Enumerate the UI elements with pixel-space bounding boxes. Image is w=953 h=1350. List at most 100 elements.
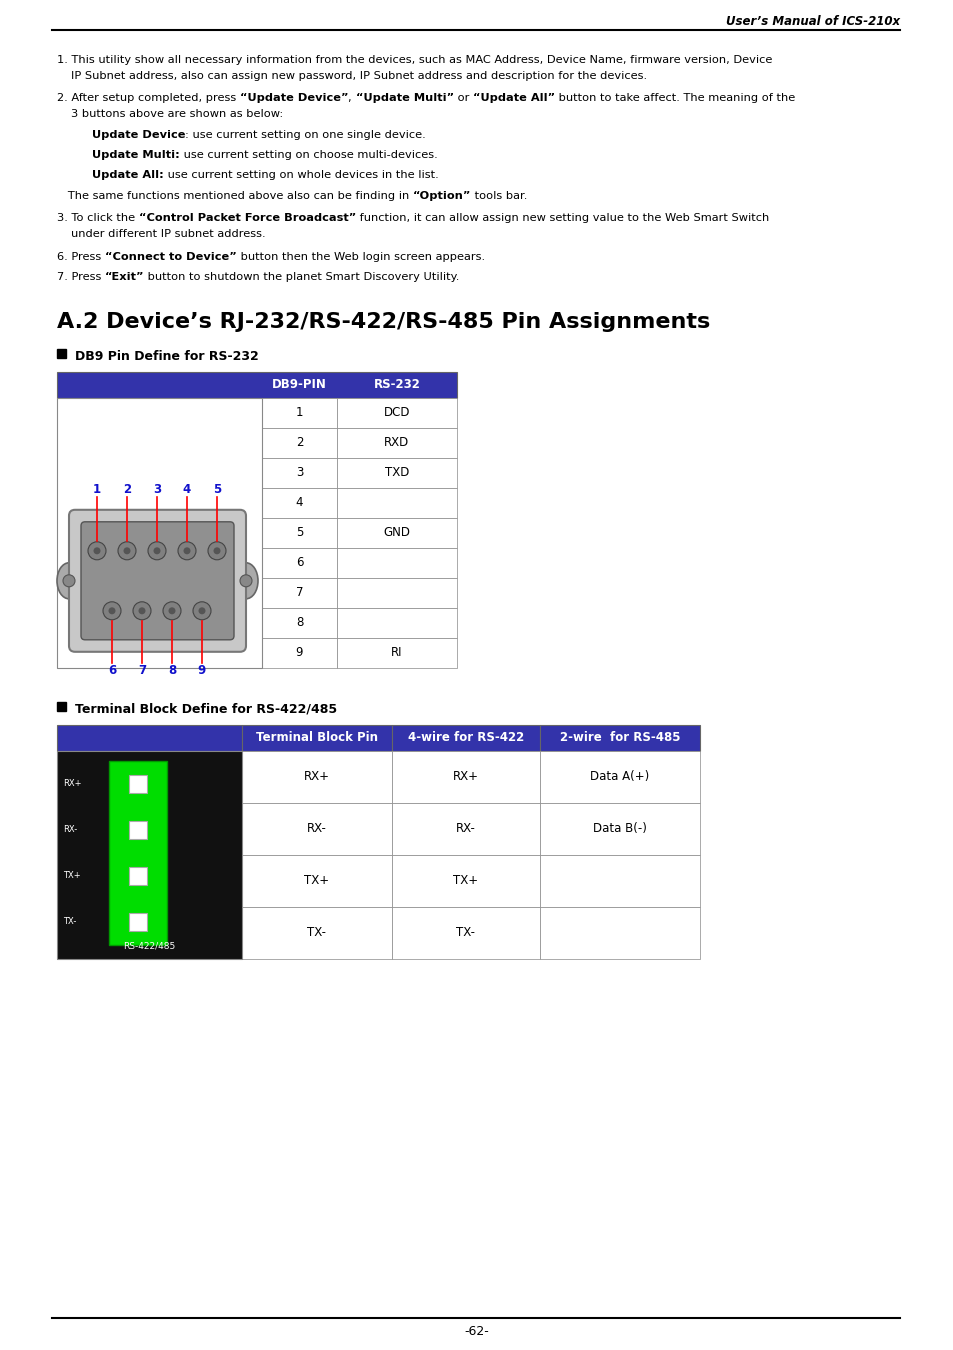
Circle shape (183, 547, 191, 555)
Text: User’s Manual of ICS-210x: User’s Manual of ICS-210x (725, 15, 899, 28)
Text: TX+: TX+ (63, 871, 81, 880)
Text: 2: 2 (295, 436, 303, 450)
Bar (57, 458, 262, 487)
Ellipse shape (233, 563, 257, 599)
Bar (242, 751, 392, 803)
Text: The same functions mentioned above also can be finding in: The same functions mentioned above also … (57, 190, 413, 201)
Text: 2. After setup completed, press: 2. After setup completed, press (57, 93, 239, 104)
Text: “Update All”: “Update All” (473, 93, 555, 104)
Text: 8: 8 (168, 664, 176, 676)
Bar (57, 428, 262, 458)
Circle shape (169, 608, 175, 614)
Bar (57, 751, 242, 803)
Text: “Option”: “Option” (413, 190, 471, 201)
Bar (336, 637, 456, 668)
Circle shape (123, 547, 131, 555)
Text: RXD: RXD (384, 436, 409, 450)
Text: 4-wire for RS-422: 4-wire for RS-422 (408, 732, 523, 744)
Bar (262, 487, 336, 518)
Bar (262, 518, 336, 548)
Text: Data A(+): Data A(+) (590, 771, 649, 783)
Text: “Update Multi”: “Update Multi” (355, 93, 454, 104)
Text: TXD: TXD (384, 466, 409, 479)
Text: 4: 4 (295, 497, 303, 509)
FancyBboxPatch shape (81, 522, 233, 640)
Text: Update Multi:: Update Multi: (91, 150, 179, 161)
Text: TX-: TX- (456, 926, 475, 940)
Circle shape (148, 541, 166, 560)
Circle shape (103, 602, 121, 620)
Bar (539, 803, 700, 855)
Bar (392, 803, 539, 855)
Text: 4: 4 (183, 483, 191, 495)
Text: RS-422/485: RS-422/485 (123, 942, 175, 950)
Text: DCD: DCD (383, 406, 410, 420)
Bar (129, 867, 147, 884)
Bar (109, 761, 167, 945)
Text: Terminal Block Define for RS-422/485: Terminal Block Define for RS-422/485 (75, 703, 336, 716)
Text: 6. Press: 6. Press (57, 252, 105, 262)
Bar (57, 907, 242, 958)
Bar (336, 518, 456, 548)
Bar (336, 487, 456, 518)
Text: 3: 3 (152, 483, 161, 495)
Bar (392, 751, 539, 803)
Bar (57, 487, 262, 518)
Bar (539, 907, 700, 958)
Text: Update All:: Update All: (91, 170, 164, 180)
Circle shape (63, 575, 75, 587)
Text: 3. To click the: 3. To click the (57, 213, 138, 223)
Text: 1: 1 (295, 406, 303, 420)
Text: 1: 1 (92, 483, 101, 495)
Text: : use current setting on one single device.: : use current setting on one single devi… (185, 130, 426, 140)
Circle shape (93, 547, 100, 555)
Circle shape (240, 575, 252, 587)
Bar (392, 855, 539, 907)
Text: RX-: RX- (456, 822, 476, 836)
Text: “Exit”: “Exit” (105, 271, 144, 282)
Ellipse shape (57, 563, 81, 599)
Text: button then the Web login screen appears.: button then the Web login screen appears… (236, 252, 484, 262)
Circle shape (153, 547, 160, 555)
Bar (262, 578, 336, 608)
Bar (392, 725, 539, 751)
Text: 1. This utility show all necessary information from the devices, such as MAC Add: 1. This utility show all necessary infor… (57, 55, 772, 65)
Text: 2: 2 (123, 483, 131, 495)
Text: TX+: TX+ (453, 875, 478, 887)
Text: 3: 3 (295, 466, 303, 479)
Circle shape (198, 608, 205, 614)
Text: 9: 9 (197, 664, 206, 676)
Bar (336, 608, 456, 637)
Circle shape (138, 608, 146, 614)
Text: RX-: RX- (63, 825, 77, 834)
Bar (57, 702, 66, 711)
Bar (242, 907, 392, 958)
Text: -62-: -62- (464, 1324, 489, 1338)
Text: GND: GND (383, 526, 410, 539)
Bar (242, 803, 392, 855)
Text: Data B(-): Data B(-) (593, 822, 646, 836)
Bar (57, 578, 262, 608)
Bar (336, 428, 456, 458)
Bar (57, 518, 262, 548)
Text: under different IP subnet address.: under different IP subnet address. (71, 230, 265, 239)
Text: button to shutdown the planet Smart Discovery Utility.: button to shutdown the planet Smart Disc… (144, 271, 459, 282)
Bar (539, 725, 700, 751)
Bar (57, 608, 262, 637)
Bar (336, 578, 456, 608)
Text: TX+: TX+ (304, 875, 329, 887)
Text: use current setting on choose multi-devices.: use current setting on choose multi-devi… (179, 150, 437, 161)
Text: RX-: RX- (307, 822, 327, 836)
Text: 6: 6 (108, 664, 116, 676)
Bar (57, 548, 262, 578)
Text: TX-: TX- (63, 917, 76, 926)
Text: 5: 5 (295, 526, 303, 539)
Bar (262, 608, 336, 637)
Text: RS-232: RS-232 (374, 378, 420, 392)
Text: 8: 8 (295, 617, 303, 629)
Circle shape (118, 541, 136, 560)
Text: 7. Press: 7. Press (57, 271, 105, 282)
Bar (129, 913, 147, 930)
Text: IP Subnet address, also can assign new password, IP Subnet address and descripti: IP Subnet address, also can assign new p… (71, 72, 646, 81)
Bar (57, 725, 242, 751)
